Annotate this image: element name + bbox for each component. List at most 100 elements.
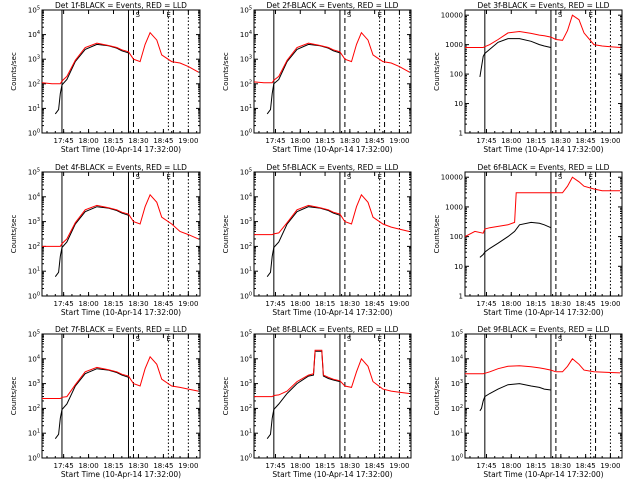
flag-marker: S	[135, 11, 140, 19]
plot-frame	[253, 9, 412, 134]
y-tick-label: 100	[28, 129, 40, 138]
y-tick-label: 101	[28, 267, 40, 276]
y-axis-label: Counts/sec	[10, 215, 18, 254]
y-tick-label: 104	[240, 192, 252, 201]
y-axis-label: Counts/sec	[222, 215, 230, 254]
x-axis-label: Start Time (10-Apr-14 17:32:00)	[483, 470, 603, 479]
flag-marker: E	[378, 11, 382, 19]
x-tick-label: 19:00	[389, 137, 409, 145]
flag-marker: S	[347, 335, 352, 343]
events-series-line	[479, 383, 551, 412]
y-tick-label: 101	[451, 429, 463, 438]
y-tick-label: 100	[450, 233, 463, 241]
y-tick-label: 1	[459, 293, 463, 301]
y-tick-label: 101	[240, 104, 252, 113]
detector-panel-6: Det 6f-BLACK = Events, RED = LLD 1 10 100 10…	[433, 163, 623, 317]
x-tick-label: 17:45	[54, 462, 74, 470]
chart-title: Det 2f-BLACK = Events, RED = LLD	[267, 1, 399, 10]
y-tick-label: 104	[28, 354, 40, 363]
x-axis-label: Start Time (10-Apr-14 17:32:00)	[272, 308, 392, 317]
detector-panel-7: Det 7f-BLACK = Events, RED = LLD 100 101 10…	[10, 325, 201, 479]
y-tick-label: 1000	[445, 203, 463, 211]
x-tick-label: 17:45	[476, 300, 496, 308]
y-axis-label: Counts/sec	[10, 377, 18, 416]
y-tick-label: 100	[240, 292, 252, 301]
x-tick-label: 18:00	[78, 137, 98, 145]
y-tick-label: 103	[240, 217, 252, 226]
y-tick-label: 104	[28, 30, 40, 39]
detector-panel-5: Det 5f-BLACK = Events, RED = LLD 100 101 10…	[222, 163, 412, 317]
x-tick-label: 19:00	[178, 462, 198, 470]
flag-marker: S	[347, 11, 352, 19]
x-tick-label: 18:15	[315, 462, 335, 470]
flag-marker: E	[589, 173, 593, 181]
flag-marker: S	[135, 173, 140, 181]
y-tick-label: 100	[451, 454, 463, 463]
x-tick-label: 18:00	[290, 137, 310, 145]
x-tick-label: 18:15	[526, 137, 546, 145]
flag-marker: E	[166, 173, 170, 181]
y-tick-label: 105	[28, 6, 40, 15]
chart-title: Det 5f-BLACK = Events, RED = LLD	[267, 163, 399, 172]
y-tick-label: 103	[28, 217, 40, 226]
x-tick-label: 18:30	[551, 462, 571, 470]
y-tick-label: 104	[28, 192, 40, 201]
x-axis-label: Start Time (10-Apr-14 17:32:00)	[272, 470, 392, 479]
flag-marker: S	[558, 11, 563, 19]
y-tick-label: 103	[451, 379, 463, 388]
y-tick-label: 100	[450, 71, 463, 79]
x-tick-label: 18:15	[103, 300, 123, 308]
plot-frame	[41, 171, 201, 297]
x-tick-label: 18:30	[551, 137, 571, 145]
y-tick-label: 102	[28, 79, 40, 88]
events-series-line	[54, 206, 129, 278]
x-tick-label: 18:15	[103, 462, 123, 470]
y-tick-label: 100	[28, 454, 40, 463]
y-tick-label: 101	[240, 267, 252, 276]
plot-frame	[253, 333, 412, 459]
lld-series-line	[465, 14, 621, 48]
y-tick-label: 10	[454, 263, 463, 271]
x-tick-label: 18:00	[501, 300, 521, 308]
x-axis-label: Start Time (10-Apr-14 17:32:00)	[483, 145, 603, 154]
chart-title: Det 3f-BLACK = Events, RED = LLD	[478, 1, 610, 10]
flag-marker: S	[558, 335, 563, 343]
lld-series-line	[253, 31, 410, 84]
x-tick-label: 18:15	[103, 137, 123, 145]
y-tick-label: 105	[240, 330, 252, 339]
x-tick-label: 19:00	[600, 300, 620, 308]
plot-frame	[464, 333, 623, 459]
events-series-line	[266, 43, 341, 115]
x-tick-label: 17:45	[265, 462, 285, 470]
y-tick-label: 102	[28, 404, 40, 413]
chart-title: Det 4f-BLACK = Events, RED = LLD	[55, 163, 187, 172]
x-tick-label: 18:45	[153, 462, 173, 470]
x-tick-label: 18:15	[315, 137, 335, 145]
events-series-line	[479, 221, 552, 258]
x-tick-label: 18:00	[78, 462, 98, 470]
plot-frame	[464, 171, 623, 297]
x-tick-label: 18:30	[551, 300, 571, 308]
flag-marker: E	[589, 11, 593, 19]
y-tick-label: 10	[454, 100, 463, 108]
lld-series-line	[465, 358, 621, 375]
flag-marker: S	[558, 173, 563, 181]
y-tick-label: 103	[28, 55, 40, 64]
x-tick-label: 18:00	[290, 300, 310, 308]
x-axis-label: Start Time (10-Apr-14 17:32:00)	[61, 145, 181, 154]
x-tick-label: 18:45	[153, 137, 173, 145]
x-tick-label: 19:00	[389, 300, 409, 308]
x-tick-label: 18:15	[315, 300, 335, 308]
y-tick-label: 10000	[441, 12, 463, 20]
x-tick-label: 18:00	[78, 300, 98, 308]
x-tick-label: 18:45	[365, 462, 385, 470]
lld-series-line	[42, 355, 199, 399]
x-tick-label: 18:30	[340, 462, 360, 470]
x-tick-label: 18:45	[576, 462, 596, 470]
y-tick-label: 103	[240, 379, 252, 388]
y-tick-label: 102	[240, 79, 252, 88]
y-axis-label: Counts/sec	[10, 52, 18, 91]
chart-title: Det 9f-BLACK = Events, RED = LLD	[478, 325, 610, 334]
y-tick-label: 103	[28, 379, 40, 388]
lld-series-line	[254, 349, 410, 398]
